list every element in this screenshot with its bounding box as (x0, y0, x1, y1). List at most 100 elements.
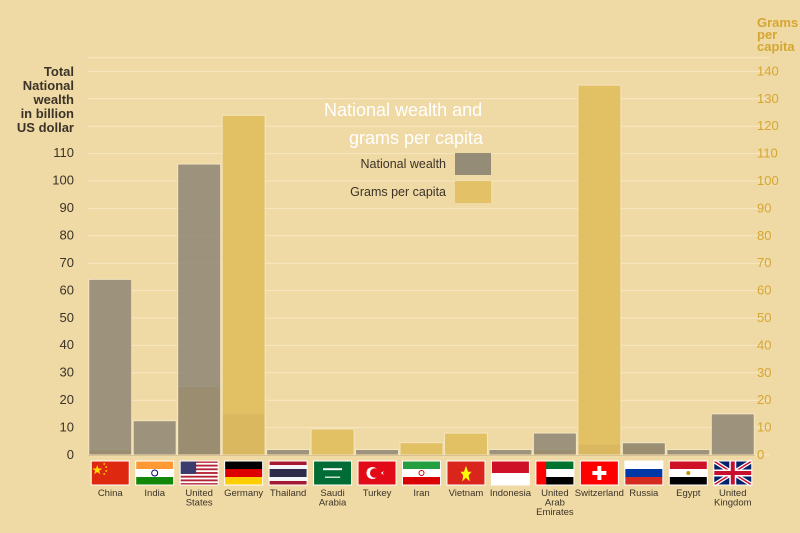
right-tick-label: 30 (757, 365, 771, 380)
indonesia-flag-icon (490, 460, 530, 486)
left-tick-label: 10 (60, 420, 74, 435)
legend-label: Grams per capita (350, 185, 446, 199)
left-axis-title-line: National (23, 78, 74, 93)
saudi-arabia-flag-icon (313, 460, 353, 486)
category-label: United Kingdom (714, 488, 752, 509)
category-label-line: Saudi (320, 488, 344, 499)
category-labels: China India United States Germany Thailand Sau… (98, 488, 752, 518)
category-label-line: United (719, 488, 746, 499)
right-axis-title: Grams per capita (757, 15, 798, 54)
chart-title-line: grams per capita (349, 128, 484, 148)
left-tick-label: 110 (53, 145, 74, 160)
left-axis-title-line: wealth (33, 92, 75, 107)
bar-national-wealth (132, 420, 177, 456)
category-label: Germany (224, 488, 263, 499)
left-axis-ticks: 0 10 20 30 40 50 60 70 80 90 100 110 (52, 145, 74, 462)
united-kingdom-flag-icon (712, 459, 753, 487)
bar-grams-per-capita (577, 84, 622, 456)
category-label: Saudi Arabia (319, 488, 347, 509)
left-tick-label: 90 (60, 200, 74, 215)
category-label-line: China (98, 488, 124, 499)
bars (88, 84, 755, 456)
category-label: India (144, 488, 165, 499)
category-label-line: Thailand (270, 488, 306, 499)
bar-national-wealth (621, 442, 666, 456)
egypt-flag-icon (668, 460, 708, 486)
category-label: Iran (413, 488, 429, 499)
left-tick-label: 70 (60, 255, 74, 270)
left-tick-label: 40 (60, 337, 74, 352)
bar-national-wealth (666, 449, 711, 456)
category-label: Indonesia (490, 488, 532, 499)
category-label: United Arab Emirates (536, 488, 574, 518)
bar-national-wealth (88, 278, 133, 456)
left-axis-title: Total National wealth in billion US dollar (17, 64, 74, 135)
category-label-line: Emirates (536, 507, 574, 518)
left-axis-title-line: Total (44, 64, 74, 79)
category-label-line: Switzerland (575, 488, 624, 499)
category-label-line: Egypt (676, 488, 701, 499)
switzerland-flag-icon (579, 460, 619, 486)
iran-flag-icon (402, 460, 441, 486)
category-label: Russia (629, 488, 659, 499)
category-label: Egypt (676, 488, 701, 499)
bar-national-wealth (355, 449, 400, 456)
category-label-line: Arabia (319, 498, 347, 509)
bar-national-wealth (532, 432, 577, 456)
right-tick-label: 40 (757, 337, 771, 352)
right-tick-label: 20 (757, 392, 771, 407)
category-label-line: Iran (413, 488, 429, 499)
bar-national-wealth (710, 413, 755, 456)
bar-grams-per-capita (443, 432, 488, 456)
chart-title-line: National wealth and (324, 100, 482, 120)
left-tick-label: 30 (60, 365, 74, 380)
legend-label: National wealth (361, 157, 447, 171)
united-states-flag-icon (179, 460, 219, 486)
bar-national-wealth (266, 449, 311, 456)
left-tick-label: 0 (67, 447, 74, 462)
category-label: Thailand (270, 488, 306, 499)
category-label: United States (185, 488, 212, 509)
right-tick-label: 120 (757, 118, 779, 133)
right-tick-label: 130 (757, 91, 779, 106)
turkey-flag-icon (357, 460, 397, 486)
left-tick-label: 60 (60, 282, 74, 297)
thailand-flag-icon (268, 460, 308, 486)
germany-flag-icon (224, 460, 264, 486)
legend-swatch (455, 181, 491, 203)
category-label-line: Turkey (363, 488, 392, 499)
category-label-line: United (185, 488, 212, 499)
bar-grams-per-capita (399, 442, 444, 456)
right-tick-label: 90 (757, 200, 771, 215)
left-tick-label: 100 (52, 173, 74, 188)
left-tick-label: 50 (60, 310, 74, 325)
category-label-line: Arab (545, 498, 565, 509)
vietnam-flag-icon (446, 460, 486, 486)
left-axis-title-line: in billion (21, 106, 74, 121)
right-axis-title-line: per (757, 27, 777, 42)
category-label-line: Indonesia (490, 488, 532, 499)
chart-title-group: National wealth and grams per capita (324, 100, 484, 148)
left-axis-title-line: US dollar (17, 120, 74, 135)
bar-grams-per-capita (221, 114, 266, 456)
category-label: China (98, 488, 124, 499)
right-axis-title-line: Grams (757, 15, 798, 30)
left-tick-label: 20 (60, 392, 74, 407)
category-label: Vietnam (449, 488, 484, 499)
bar-national-wealth (177, 163, 222, 456)
bar-national-wealth (488, 449, 533, 456)
category-label-line: United (541, 488, 568, 499)
right-tick-label: 50 (757, 310, 771, 325)
category-label-line: India (144, 488, 165, 499)
category-label: Turkey (363, 488, 392, 499)
right-tick-label: 10 (757, 420, 771, 435)
russia-flag-icon (624, 460, 664, 486)
china-flag-icon (90, 460, 130, 486)
category-label-line: Russia (629, 488, 659, 499)
india-flag-icon (135, 460, 175, 486)
legend: National wealth Grams per capita (350, 153, 491, 203)
right-axis-title-line: capita (757, 39, 795, 54)
right-tick-label: 110 (757, 146, 778, 161)
